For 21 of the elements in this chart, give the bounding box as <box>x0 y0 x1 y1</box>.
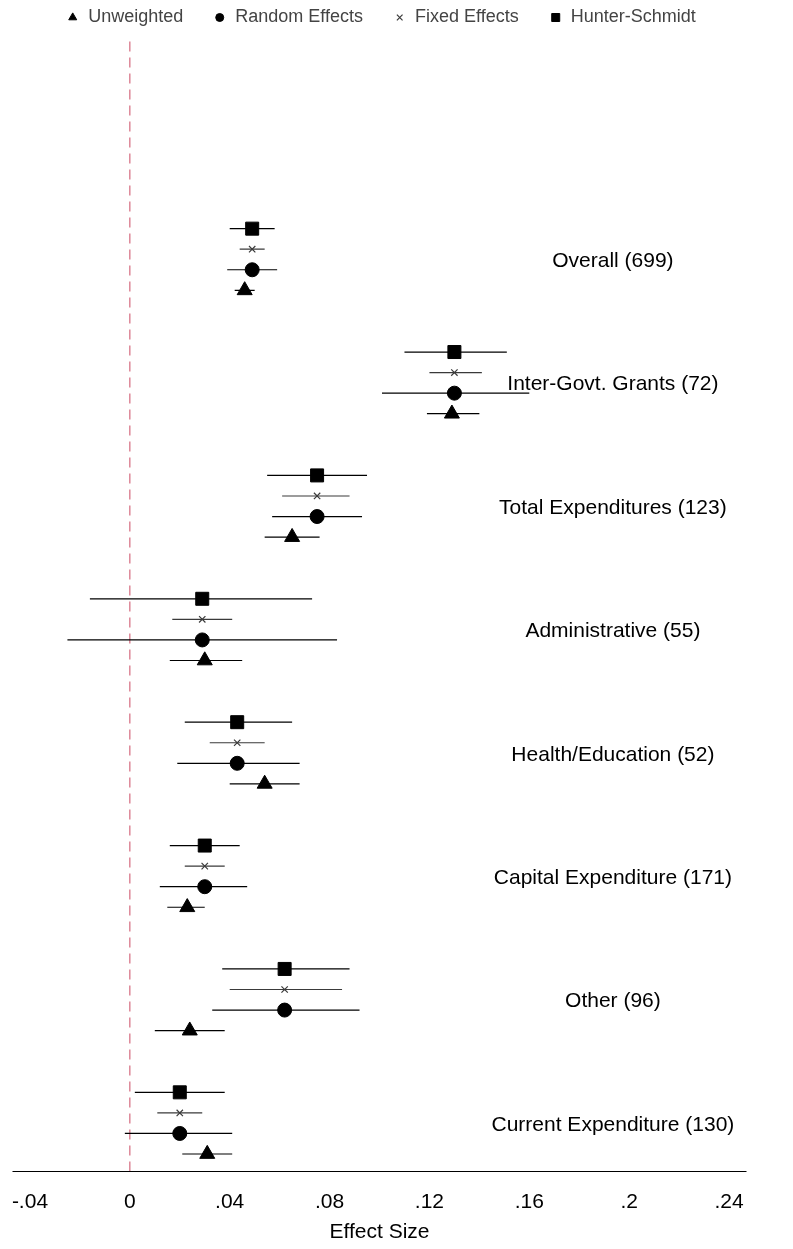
x-axis-title: Effect Size <box>329 1218 430 1242</box>
y-tick-label: Health/Education (52) <box>511 741 715 765</box>
y-tick-label: Administrative (55) <box>525 618 701 642</box>
legend-label: Unweighted <box>88 6 184 27</box>
legend-label: Hunter-Schmidt <box>570 6 696 27</box>
y-tick-label: Inter-Govt. Grants (72) <box>507 371 719 395</box>
y-tick-label: Overall (699) <box>552 247 674 271</box>
y-tick-label: Other (96) <box>565 988 661 1012</box>
y-tick-label: Capital Expenditure (171) <box>493 864 732 888</box>
y-tick-label: Current Expenditure (130) <box>491 1111 735 1135</box>
x-tick-label: .24 <box>714 1188 744 1212</box>
x-tick-label: -.04 <box>11 1188 49 1212</box>
x-tick-label: .04 <box>215 1188 245 1212</box>
x-tick-label: .2 <box>620 1188 638 1212</box>
y-tick-label: Total Expenditures (123) <box>499 494 727 518</box>
x-tick-label: 0 <box>124 1188 136 1212</box>
x-tick-label: .12 <box>414 1188 445 1212</box>
x-tick-label: .08 <box>314 1188 345 1212</box>
legend-label: Fixed Effects <box>415 6 519 27</box>
x-tick-label: .16 <box>514 1188 544 1212</box>
legend-label: Random Effects <box>235 6 364 27</box>
